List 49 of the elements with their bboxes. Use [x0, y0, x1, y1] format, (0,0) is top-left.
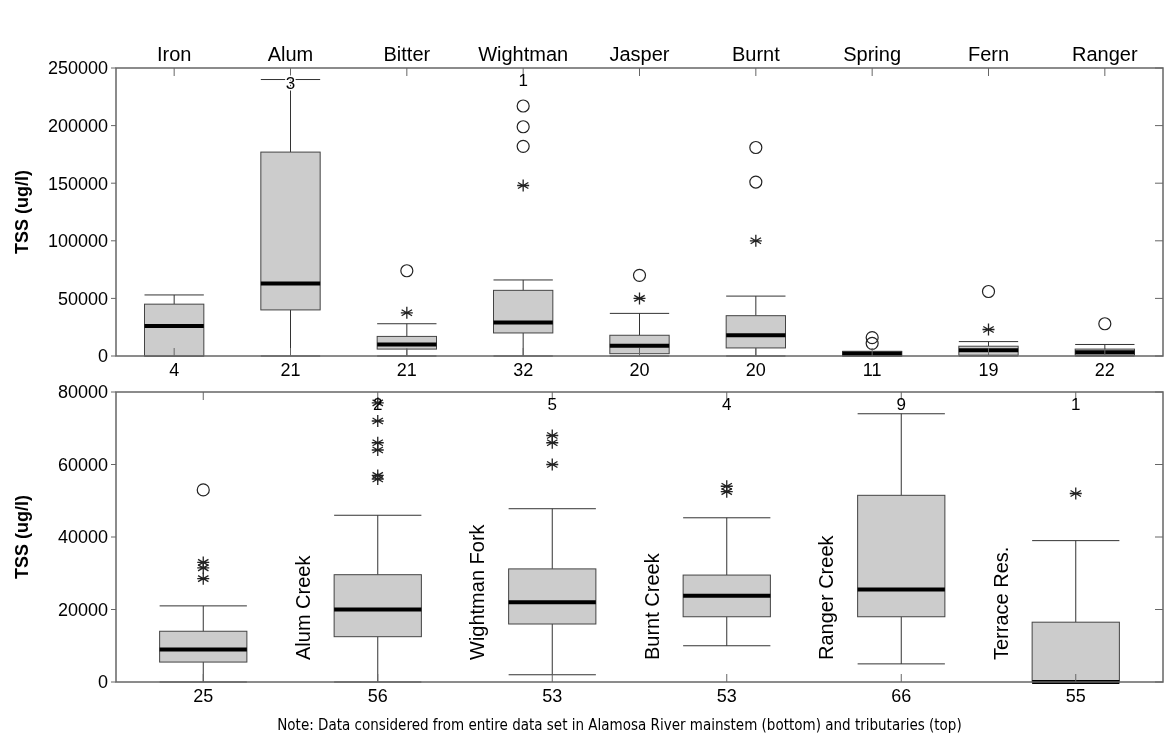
y-tick-label: 0: [97, 672, 108, 693]
y-tick-label: 80000: [57, 382, 108, 403]
x-tick-label: 56: [367, 686, 388, 706]
annotation: 9: [896, 395, 906, 414]
y-axis-title: TSS (ug/l): [12, 170, 33, 254]
annotation: Alum Creek: [291, 554, 314, 660]
y-tick-label: 100000: [47, 231, 108, 252]
y-axis-title: TSS (ug/l): [12, 495, 33, 579]
text: 20: [745, 360, 766, 380]
x-tick-label: Ranger: [1072, 43, 1138, 65]
text: 4: [169, 360, 180, 380]
annotation: Ranger Creek: [815, 534, 837, 660]
annotation: 2: [373, 395, 383, 414]
text: 32: [513, 360, 534, 380]
x-tick-label: Wightman: [478, 43, 569, 65]
x-tick-label: Fern: [967, 43, 1010, 65]
annotation: 5: [547, 395, 557, 414]
x-tick-label: Bitter: [383, 43, 431, 65]
annotation: 1: [1071, 395, 1081, 414]
annotation: 1: [518, 71, 528, 90]
annotation: Burnt Creek: [640, 552, 663, 660]
annotation: 4: [722, 395, 732, 414]
y-tick-label: 20000: [57, 599, 108, 620]
x-tick-label: 66: [891, 686, 912, 706]
x-tick-label: Jasper: [609, 43, 670, 65]
text: 22: [1094, 360, 1115, 380]
annotation: Terrace Res.: [989, 546, 1012, 660]
x-tick-label: Spring: [843, 43, 902, 65]
x-tick-label: 25: [193, 686, 214, 706]
text: 21: [280, 360, 301, 380]
y-tick-label: 50000: [57, 288, 108, 309]
annotation: Wightman Fork: [466, 523, 488, 660]
x-tick-label: Iron: [156, 43, 192, 65]
x-tick-label: Alum: [267, 43, 314, 65]
text: Note: Data considered from entire data set in Alamosa River mainstem (bottom) and tributaries (top): [277, 716, 962, 734]
y-tick-label: 0: [97, 346, 108, 367]
y-tick-label: 150000: [47, 173, 108, 194]
text: 19: [978, 360, 999, 380]
y-tick-label: 250000: [47, 58, 108, 79]
y-tick-label: 40000: [57, 527, 108, 548]
text: 21: [396, 360, 417, 380]
x-tick-label: Burnt: [731, 43, 781, 65]
y-tick-label: 60000: [57, 454, 108, 475]
y-tick-label: 200000: [47, 115, 108, 136]
text: 20: [629, 360, 650, 380]
x-tick-label: 53: [542, 686, 563, 706]
text: 11: [862, 360, 882, 380]
x-tick-label: 53: [716, 686, 737, 706]
x-tick-label: 55: [1065, 686, 1086, 706]
